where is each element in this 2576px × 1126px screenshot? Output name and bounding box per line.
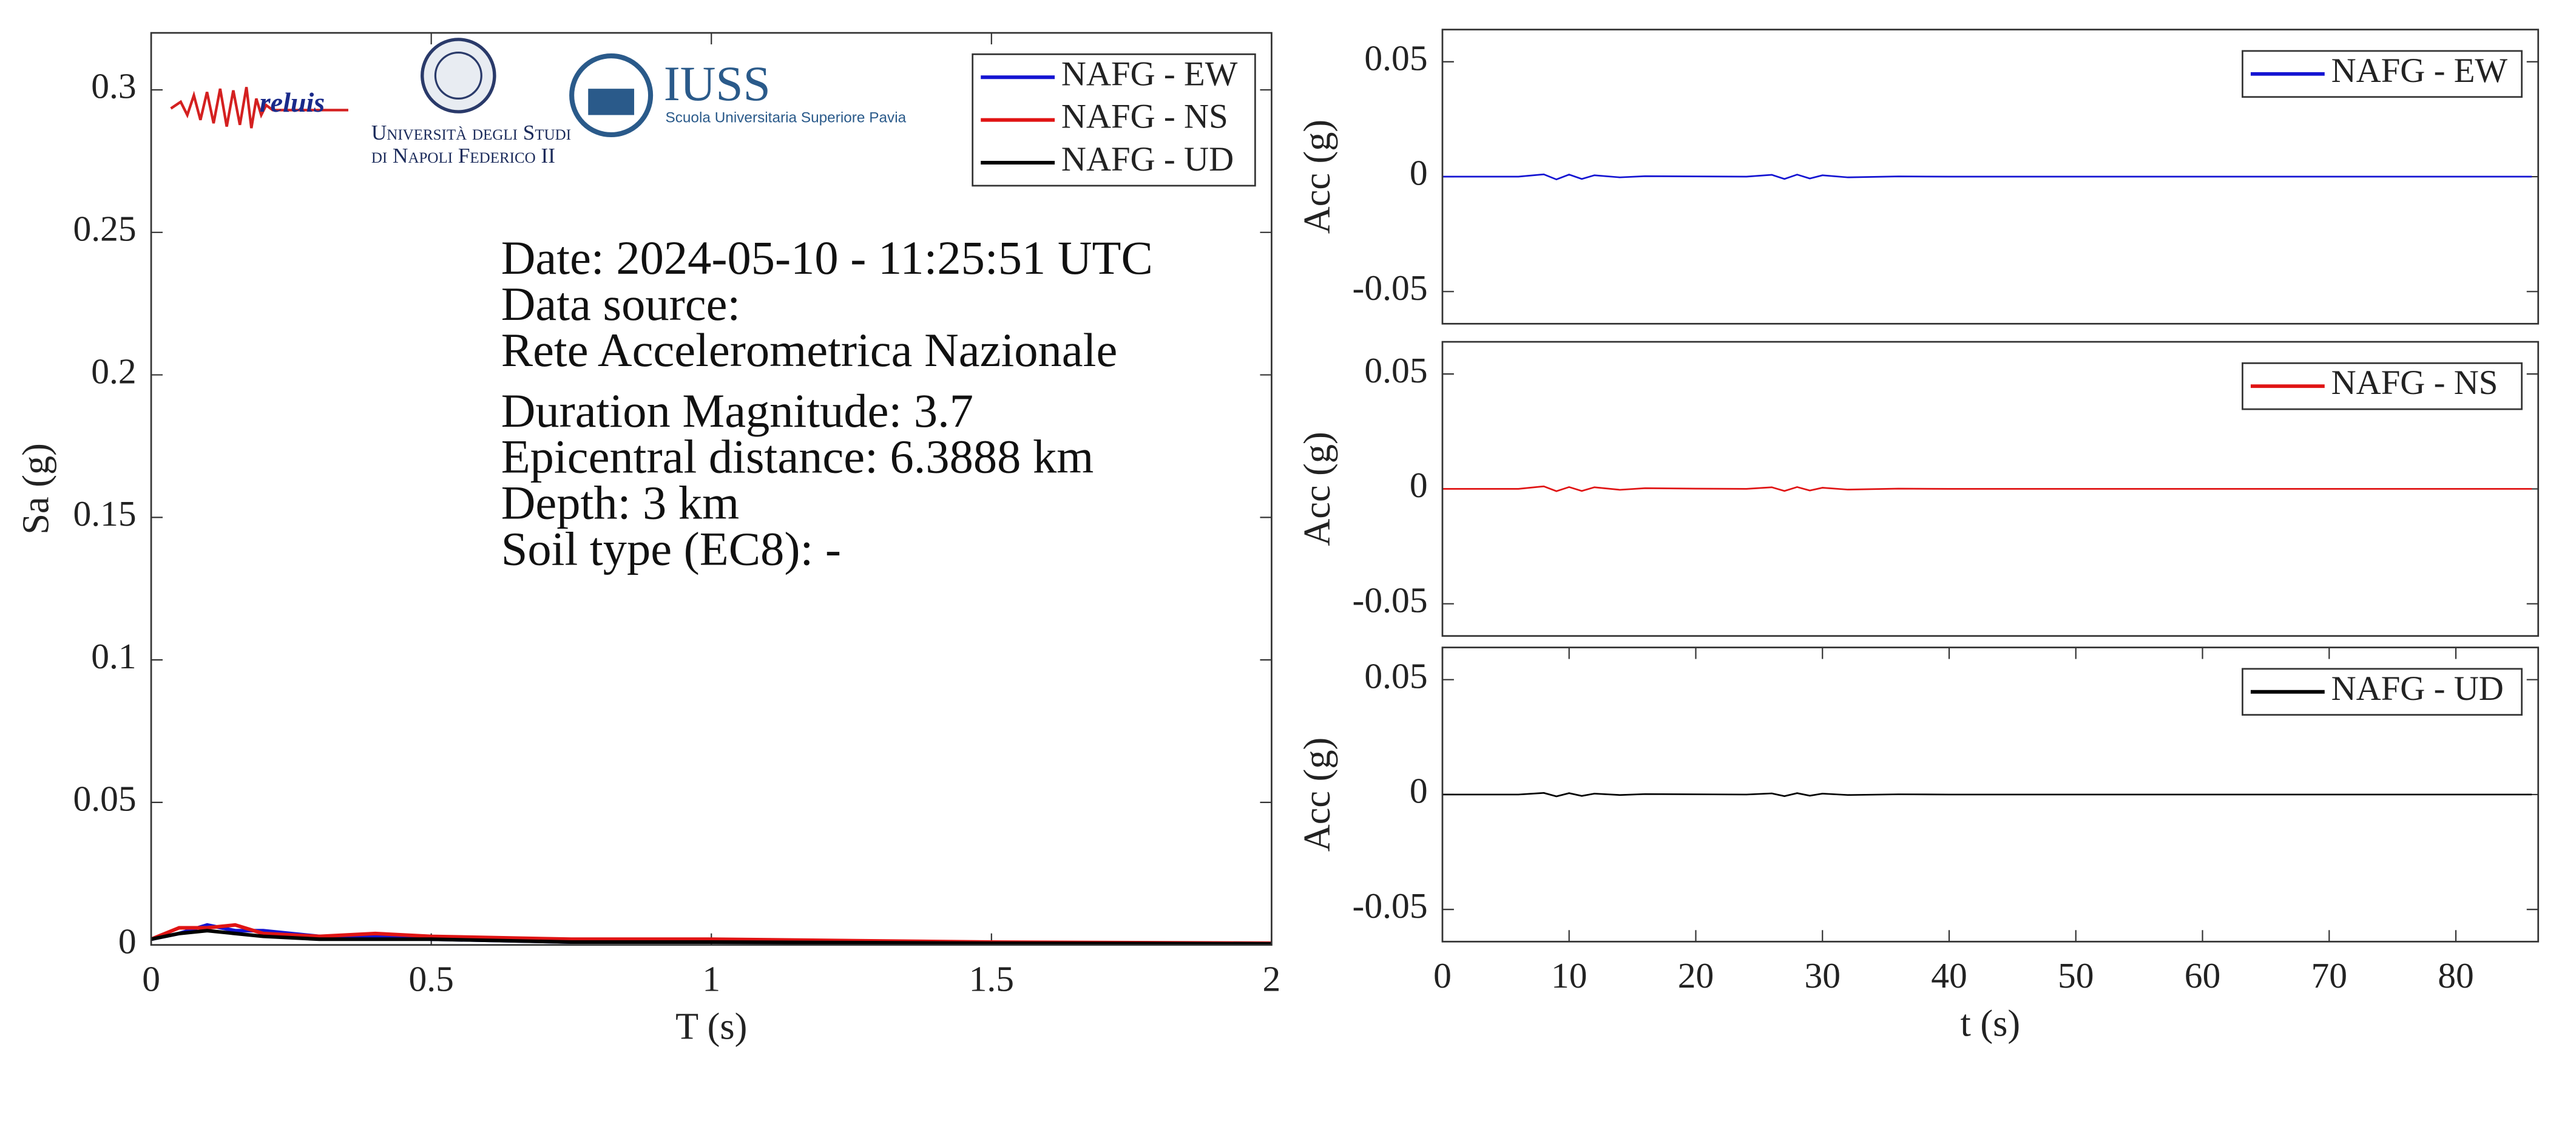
x-tick-label: 60 bbox=[2185, 955, 2221, 995]
y-tick-label: 0.3 bbox=[91, 66, 136, 106]
logos: reluis Università degli Studi di Napoli … bbox=[170, 38, 907, 168]
y-tick-label: -0.05 bbox=[1353, 268, 1428, 308]
y-tick-label: 0 bbox=[1410, 153, 1428, 193]
x-axis-label: T (s) bbox=[675, 1006, 747, 1048]
y-tick-label: -0.05 bbox=[1353, 580, 1428, 620]
data-line bbox=[1442, 173, 2532, 181]
y-tick-label: 0.05 bbox=[1364, 38, 1427, 78]
y-axis-label: Acc (g) bbox=[1297, 120, 1338, 234]
y-axis-label: Acc (g) bbox=[1297, 738, 1338, 852]
axes-frame bbox=[1441, 341, 2540, 637]
y-tick-label: 0 bbox=[118, 921, 137, 961]
legend-label: NAFG - NS bbox=[2331, 364, 2498, 402]
reluis-text: reluis bbox=[260, 87, 325, 118]
x-tick-label: 0 bbox=[1433, 955, 1452, 995]
x-tick-label: 0 bbox=[142, 959, 160, 999]
legend-label: NAFG - EW bbox=[2331, 52, 2508, 90]
legend: NAFG - UD bbox=[2242, 668, 2523, 716]
x-tick-label: 30 bbox=[1804, 955, 1841, 995]
y-tick-label: 0.15 bbox=[73, 493, 137, 534]
x-tick-label: 0.5 bbox=[408, 959, 453, 999]
legend-label: NAFG - EW bbox=[1061, 55, 1238, 93]
annotation: Data source: bbox=[501, 277, 740, 330]
y-tick-label: 0 bbox=[1410, 771, 1428, 811]
y-tick-label: 0.05 bbox=[1364, 656, 1427, 696]
data-line bbox=[1442, 792, 2532, 798]
legend: NAFG - EW bbox=[2242, 50, 2523, 98]
y-tick-label: 0.05 bbox=[73, 779, 137, 819]
data-line bbox=[150, 929, 1272, 946]
annotation: Duration Magnitude: 3.7 bbox=[501, 384, 973, 437]
annotation: Date: 2024-05-10 - 11:25:51 UTC bbox=[501, 231, 1153, 284]
unina-seal-inner bbox=[434, 52, 482, 100]
legend-label: NAFG - UD bbox=[1061, 140, 1234, 178]
y-tick-label: 0 bbox=[1410, 465, 1428, 505]
unina-seal bbox=[421, 38, 496, 114]
x-tick-label: 10 bbox=[1551, 955, 1587, 995]
data-line bbox=[150, 923, 1272, 945]
y-axis-label: Sa (g) bbox=[15, 443, 56, 534]
annotation: Epicentral distance: 6.3888 km bbox=[501, 430, 1094, 483]
x-tick-label: 2 bbox=[1263, 959, 1281, 999]
legend-label: NAFG - UD bbox=[2331, 670, 2504, 708]
y-tick-label: -0.05 bbox=[1353, 886, 1428, 926]
y-tick-label: 0.25 bbox=[73, 208, 137, 248]
reluis-wave bbox=[170, 87, 348, 129]
legend-label: NAFG - NS bbox=[1061, 98, 1228, 136]
x-tick-label: 80 bbox=[2438, 955, 2474, 995]
iuss-text: IUSS bbox=[664, 56, 771, 111]
y-axis-label: Acc (g) bbox=[1297, 432, 1338, 546]
x-tick-label: 1 bbox=[702, 959, 720, 999]
y-tick-label: 0.05 bbox=[1364, 350, 1427, 390]
legend: NAFG - EW NAFG - NS NAFG - UD bbox=[972, 53, 1256, 187]
annotation: Rete Accelerometrica Nazionale bbox=[501, 324, 1118, 376]
annotation: Soil type (EC8): - bbox=[501, 522, 841, 575]
iuss-subtitle: Scuola Universitaria Superiore Pavia bbox=[665, 109, 906, 126]
y-tick-label: 0.1 bbox=[91, 636, 136, 676]
axes-frame bbox=[1441, 29, 2540, 325]
x-axis-label: t (s) bbox=[1961, 1003, 2021, 1044]
x-tick-label: 40 bbox=[1931, 955, 1967, 995]
x-tick-label: 1.5 bbox=[969, 959, 1014, 999]
legend: NAFG - NS bbox=[2242, 362, 2523, 410]
axes-frame bbox=[150, 32, 1273, 946]
legend-box bbox=[2242, 668, 2523, 716]
iuss-building bbox=[588, 89, 635, 115]
unina-text: Università degli Studi bbox=[371, 121, 571, 144]
x-tick-label: 50 bbox=[2058, 955, 2094, 995]
y-tick-label: 0.2 bbox=[91, 351, 136, 391]
x-tick-label: 70 bbox=[2311, 955, 2347, 995]
annotation: Depth: 3 km bbox=[501, 477, 739, 529]
axes-frame bbox=[1441, 646, 2540, 943]
data-line bbox=[1442, 485, 2532, 492]
x-tick-label: 20 bbox=[1678, 955, 1714, 995]
unina-text: di Napoli Federico II bbox=[371, 144, 555, 168]
